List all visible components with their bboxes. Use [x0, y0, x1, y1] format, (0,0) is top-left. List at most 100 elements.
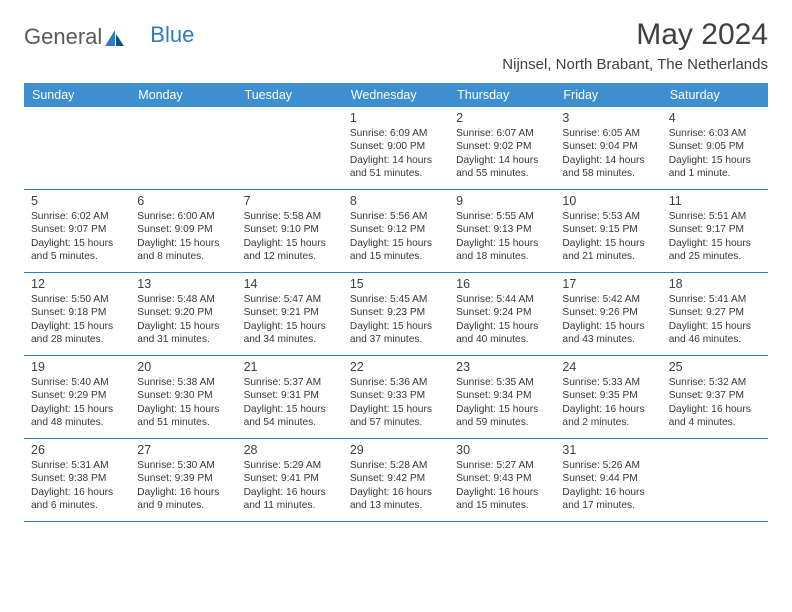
- day-number: 21: [244, 360, 336, 374]
- day-header: Sunday: [24, 83, 130, 107]
- calendar-day: 12 Sunrise: 5:50 AMSunset: 9:18 PMDayligh…: [24, 273, 130, 355]
- day-sun-info: Sunrise: 5:53 AMSunset: 9:15 PMDaylight:…: [562, 210, 654, 264]
- day-sun-info: Sunrise: 5:28 AMSunset: 9:42 PMDaylight:…: [350, 459, 442, 513]
- logo-text-general: General: [24, 24, 102, 50]
- day-sun-info: Sunrise: 5:44 AMSunset: 9:24 PMDaylight:…: [456, 293, 548, 347]
- calendar-day: 6Sunrise: 6:00 AMSunset: 9:09 PMDaylight…: [130, 190, 236, 272]
- calendar-day: 27 Sunrise: 5:30 AMSunset: 9:39 PMDayligh…: [130, 439, 236, 521]
- day-sun-info: Sunrise: 5:50 AMSunset: 9:18 PMDaylight:…: [31, 293, 123, 347]
- day-header: Friday: [555, 83, 661, 107]
- calendar-day: 25 Sunrise: 5:32 AMSunset: 9:37 PMDayligh…: [662, 356, 768, 438]
- calendar-page: General Blue May 2024 Nijnsel, North Bra…: [0, 0, 792, 522]
- day-number: 23: [456, 360, 548, 374]
- day-number: 16: [456, 277, 548, 291]
- day-number: 31: [562, 443, 654, 457]
- day-header: Thursday: [449, 83, 555, 107]
- calendar-row: 19 Sunrise: 5:40 AMSunset: 9:29 PMDayligh…: [24, 356, 768, 439]
- calendar-day: 30Sunrise: 5:27 AMSunset: 9:43 PMDayligh…: [449, 439, 555, 521]
- day-sun-info: Sunrise: 5:47 AMSunset: 9:21 PMDaylight:…: [244, 293, 336, 347]
- day-sun-info: Sunrise: 6:05 AMSunset: 9:04 PMDaylight:…: [562, 127, 654, 181]
- day-sun-info: Sunrise: 5:38 AMSunset: 9:30 PMDaylight:…: [137, 376, 229, 430]
- logo-text-blue: Blue: [150, 22, 194, 48]
- calendar-day: 19 Sunrise: 5:40 AMSunset: 9:29 PMDayligh…: [24, 356, 130, 438]
- calendar-day: 16 Sunrise: 5:44 AMSunset: 9:24 PMDayligh…: [449, 273, 555, 355]
- day-number: 24: [562, 360, 654, 374]
- day-sun-info: Sunrise: 5:35 AMSunset: 9:34 PMDaylight:…: [456, 376, 548, 430]
- day-sun-info: Sunrise: 5:56 AMSunset: 9:12 PMDaylight:…: [350, 210, 442, 264]
- day-number: 27: [137, 443, 229, 457]
- day-sun-info: Sunrise: 5:48 AMSunset: 9:20 PMDaylight:…: [137, 293, 229, 347]
- day-sun-info: Sunrise: 5:37 AMSunset: 9:31 PMDaylight:…: [244, 376, 336, 430]
- calendar-day: 26 Sunrise: 5:31 AMSunset: 9:38 PMDayligh…: [24, 439, 130, 521]
- calendar-day: 5 Sunrise: 6:02 AMSunset: 9:07 PMDaylight…: [24, 190, 130, 272]
- day-number: 11: [669, 194, 761, 208]
- day-number: 5: [31, 194, 123, 208]
- day-number: 1: [350, 111, 442, 125]
- day-number: 7: [244, 194, 336, 208]
- calendar-day: 3 Sunrise: 6:05 AMSunset: 9:04 PMDaylight…: [555, 107, 661, 189]
- calendar-grid: SundayMondayTuesdayWednesdayThursdayFrid…: [24, 83, 768, 522]
- calendar-day: 23 Sunrise: 5:35 AMSunset: 9:34 PMDayligh…: [449, 356, 555, 438]
- calendar-empty-day: [237, 107, 343, 189]
- day-sun-info: Sunrise: 6:03 AMSunset: 9:05 PMDaylight:…: [669, 127, 761, 181]
- day-number: 22: [350, 360, 442, 374]
- calendar-row: 1 Sunrise: 6:09 AMSunset: 9:00 PMDaylight…: [24, 107, 768, 190]
- calendar-day: 17Sunrise: 5:42 AMSunset: 9:26 PMDayligh…: [555, 273, 661, 355]
- calendar-day: 21 Sunrise: 5:37 AMSunset: 9:31 PMDayligh…: [237, 356, 343, 438]
- calendar-day: 22 Sunrise: 5:36 AMSunset: 9:33 PMDayligh…: [343, 356, 449, 438]
- day-sun-info: Sunrise: 5:26 AMSunset: 9:44 PMDaylight:…: [562, 459, 654, 513]
- day-sun-info: Sunrise: 5:58 AMSunset: 9:10 PMDaylight:…: [244, 210, 336, 264]
- calendar-day: 2Sunrise: 6:07 AMSunset: 9:02 PMDaylight…: [449, 107, 555, 189]
- day-sun-info: Sunrise: 6:09 AMSunset: 9:00 PMDaylight:…: [350, 127, 442, 181]
- day-number: 18: [669, 277, 761, 291]
- day-sun-info: Sunrise: 5:33 AMSunset: 9:35 PMDaylight:…: [562, 376, 654, 430]
- day-sun-info: Sunrise: 5:30 AMSunset: 9:39 PMDaylight:…: [137, 459, 229, 513]
- day-header: Saturday: [662, 83, 768, 107]
- day-header: Tuesday: [237, 83, 343, 107]
- location-subtitle: Nijnsel, North Brabant, The Netherlands: [502, 56, 768, 73]
- day-header: Wednesday: [343, 83, 449, 107]
- calendar-day: 18 Sunrise: 5:41 AMSunset: 9:27 PMDayligh…: [662, 273, 768, 355]
- calendar-row: 5 Sunrise: 6:02 AMSunset: 9:07 PMDaylight…: [24, 190, 768, 273]
- day-sun-info: Sunrise: 5:40 AMSunset: 9:29 PMDaylight:…: [31, 376, 123, 430]
- calendar-header-row: SundayMondayTuesdayWednesdayThursdayFrid…: [24, 83, 768, 107]
- day-sun-info: Sunrise: 5:51 AMSunset: 9:17 PMDaylight:…: [669, 210, 761, 264]
- day-number: 13: [137, 277, 229, 291]
- day-sun-info: Sunrise: 6:02 AMSunset: 9:07 PMDaylight:…: [31, 210, 123, 264]
- calendar-day: 11 Sunrise: 5:51 AMSunset: 9:17 PMDayligh…: [662, 190, 768, 272]
- day-sun-info: Sunrise: 5:29 AMSunset: 9:41 PMDaylight:…: [244, 459, 336, 513]
- day-sun-info: Sunrise: 5:32 AMSunset: 9:37 PMDaylight:…: [669, 376, 761, 430]
- day-sun-info: Sunrise: 5:42 AMSunset: 9:26 PMDaylight:…: [562, 293, 654, 347]
- day-number: 26: [31, 443, 123, 457]
- calendar-empty-day: [130, 107, 236, 189]
- page-title: May 2024: [502, 18, 768, 52]
- day-number: 25: [669, 360, 761, 374]
- logo-sail-icon: [104, 29, 126, 47]
- calendar-empty-day: [662, 439, 768, 521]
- day-sun-info: Sunrise: 5:41 AMSunset: 9:27 PMDaylight:…: [669, 293, 761, 347]
- calendar-day: 10Sunrise: 5:53 AMSunset: 9:15 PMDayligh…: [555, 190, 661, 272]
- calendar-day: 31 Sunrise: 5:26 AMSunset: 9:44 PMDayligh…: [555, 439, 661, 521]
- title-block: May 2024 Nijnsel, North Brabant, The Net…: [502, 18, 768, 73]
- calendar-day: 28 Sunrise: 5:29 AMSunset: 9:41 PMDayligh…: [237, 439, 343, 521]
- calendar-day: 14 Sunrise: 5:47 AMSunset: 9:21 PMDayligh…: [237, 273, 343, 355]
- day-number: 4: [669, 111, 761, 125]
- day-sun-info: Sunrise: 5:36 AMSunset: 9:33 PMDaylight:…: [350, 376, 442, 430]
- calendar-row: 26 Sunrise: 5:31 AMSunset: 9:38 PMDayligh…: [24, 439, 768, 522]
- day-number: 15: [350, 277, 442, 291]
- day-number: 12: [31, 277, 123, 291]
- page-header: General Blue May 2024 Nijnsel, North Bra…: [24, 18, 768, 73]
- day-number: 3: [562, 111, 654, 125]
- day-number: 28: [244, 443, 336, 457]
- calendar-empty-day: [24, 107, 130, 189]
- day-sun-info: Sunrise: 5:31 AMSunset: 9:38 PMDaylight:…: [31, 459, 123, 513]
- day-number: 19: [31, 360, 123, 374]
- calendar-day: 15 Sunrise: 5:45 AMSunset: 9:23 PMDayligh…: [343, 273, 449, 355]
- day-number: 30: [456, 443, 548, 457]
- day-sun-info: Sunrise: 5:55 AMSunset: 9:13 PMDaylight:…: [456, 210, 548, 264]
- day-sun-info: Sunrise: 6:00 AMSunset: 9:09 PMDaylight:…: [137, 210, 229, 264]
- day-number: 20: [137, 360, 229, 374]
- calendar-row: 12 Sunrise: 5:50 AMSunset: 9:18 PMDayligh…: [24, 273, 768, 356]
- day-number: 14: [244, 277, 336, 291]
- day-sun-info: Sunrise: 5:45 AMSunset: 9:23 PMDaylight:…: [350, 293, 442, 347]
